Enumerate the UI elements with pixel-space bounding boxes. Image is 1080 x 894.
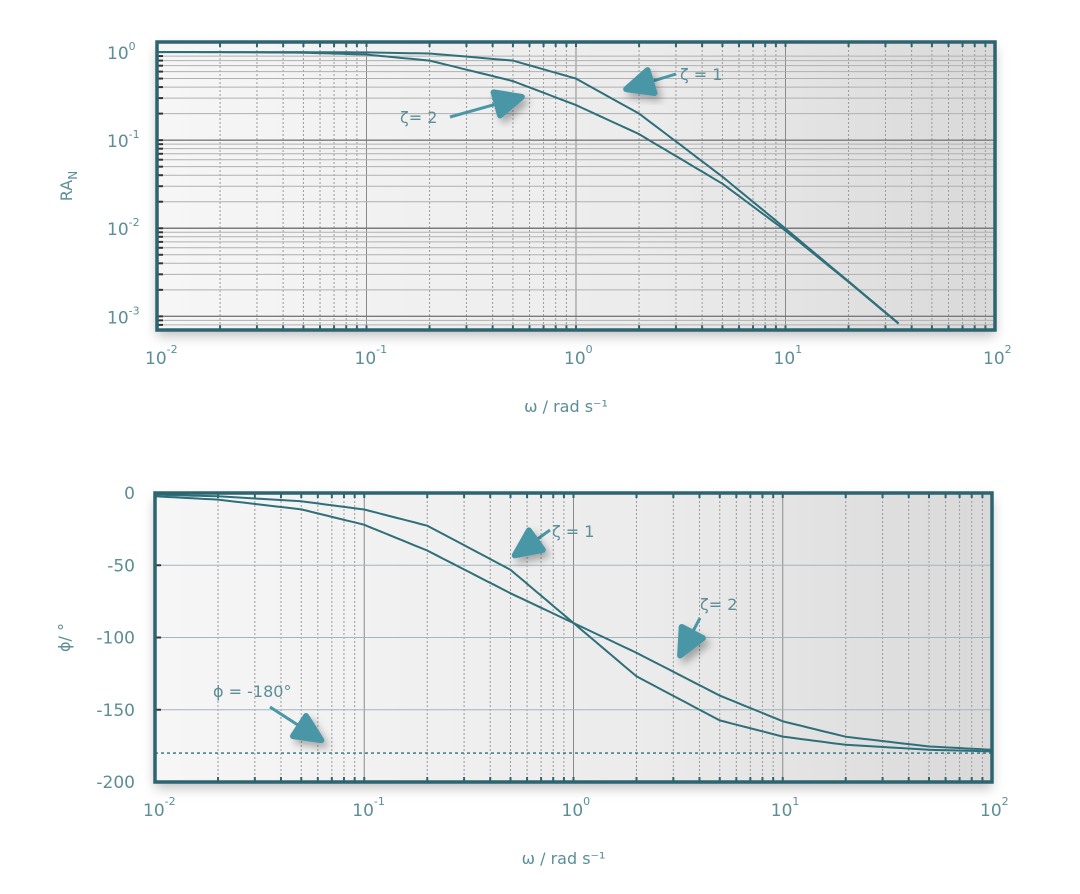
y-tick-label: -100 (96, 629, 135, 649)
y-axis-label: RAN (57, 171, 80, 201)
arrowhead-icon (490, 89, 525, 119)
annotation: ζ = 1 (623, 65, 722, 97)
y-tick-exponent: 0 (129, 40, 136, 53)
y-axis-label: ϕ/ ° (55, 623, 74, 652)
x-axis-label: ω / rad s⁻¹ (524, 397, 608, 416)
series-line-zeta-2 (155, 495, 992, 751)
x-tick-label: 10-2 (143, 795, 176, 821)
plot-frame (155, 40, 997, 332)
y-tick-label: 10-3 (107, 304, 140, 328)
arrowhead-icon (290, 712, 325, 744)
x-tick-label: 101 (774, 343, 803, 369)
annotation: ζ= 2 (677, 595, 737, 659)
y-tick-label: 10-2 (107, 216, 140, 240)
x-tick-exponent: 2 (1005, 343, 1012, 356)
x-tick-exponent: 1 (795, 343, 802, 356)
x-tick-label: 102 (983, 343, 1012, 369)
x-tick-exponent: -1 (374, 795, 385, 808)
annotation-label: ζ = 1 (552, 522, 594, 541)
y-tick-base: 10 (107, 308, 129, 328)
x-tick-base: 10 (774, 349, 796, 369)
plot-frame (153, 491, 994, 784)
x-axis-label: ω / rad s⁻¹ (522, 849, 606, 868)
x-tick-base: 10 (564, 349, 586, 369)
x-tick-label: 100 (564, 343, 593, 369)
arrowhead-icon (623, 67, 658, 97)
annotation-label: ϕ = -180° (213, 682, 291, 701)
arrow-shaft (449, 102, 498, 119)
arrowhead-icon (677, 623, 706, 659)
annotation: ϕ = -180° (213, 682, 325, 744)
annotation-label: ζ = 1 (680, 65, 722, 84)
x-tick-label: 10-1 (352, 795, 385, 821)
y-tick-label: 0 (124, 484, 135, 504)
annotation-label: ζ= 2 (700, 595, 737, 614)
y-tick-label: 10-1 (107, 128, 140, 152)
y-tick-label: -200 (96, 773, 135, 793)
annotation: ζ= 2 (400, 89, 525, 127)
x-tick-exponent: -2 (167, 343, 178, 356)
x-tick-base: 10 (562, 801, 584, 821)
annotation: ζ = 1 (511, 522, 594, 559)
x-tick-base: 10 (145, 349, 167, 369)
x-tick-base: 10 (983, 349, 1005, 369)
series-line-zeta-2 (157, 51, 900, 325)
arrowhead-icon (511, 527, 546, 559)
arrow-shaft (269, 705, 301, 728)
x-tick-base: 10 (980, 801, 1002, 821)
arrow-shaft (650, 72, 677, 84)
x-tick-base: 10 (143, 801, 165, 821)
y-axis-label-sub: N (66, 171, 80, 180)
x-tick-exponent: 2 (1002, 795, 1009, 808)
x-tick-exponent: 0 (586, 343, 593, 356)
y-tick-base: 10 (107, 220, 129, 240)
x-tick-base: 10 (355, 349, 377, 369)
y-axis-label-main: RA (57, 180, 76, 201)
y-tick-label: 100 (107, 40, 136, 64)
x-tick-exponent: -2 (165, 795, 176, 808)
x-tick-label: 101 (771, 795, 800, 821)
x-tick-base: 10 (771, 801, 793, 821)
x-tick-exponent: 1 (792, 795, 799, 808)
y-tick-exponent: -2 (129, 216, 140, 229)
y-tick-base: 10 (107, 44, 129, 64)
y-tick-label: -150 (96, 701, 135, 721)
y-tick-exponent: -1 (129, 128, 140, 141)
y-tick-label: -50 (107, 556, 135, 576)
x-tick-label: 100 (562, 795, 591, 821)
x-tick-base: 10 (352, 801, 374, 821)
annotation-label: ζ= 2 (400, 108, 437, 127)
x-tick-label: 10-1 (355, 343, 388, 369)
x-tick-label: 102 (980, 795, 1009, 821)
y-tick-base: 10 (107, 132, 129, 152)
x-tick-exponent: -1 (376, 343, 387, 356)
x-tick-label: 10-2 (145, 343, 178, 369)
x-tick-exponent: 0 (583, 795, 590, 808)
y-tick-exponent: -3 (129, 304, 140, 317)
